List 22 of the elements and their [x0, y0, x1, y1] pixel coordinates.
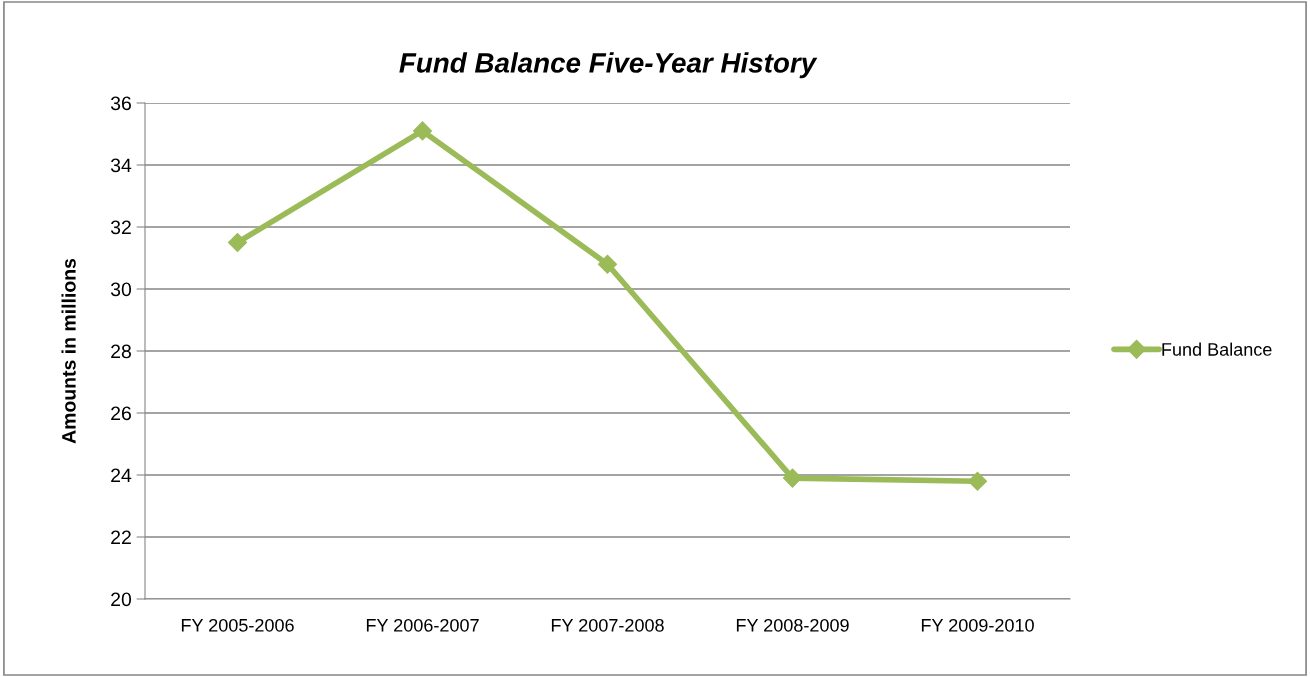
x-tick-label: FY 2007-2008 [551, 618, 664, 632]
y-tick-label: 26 [111, 406, 131, 421]
point [597, 254, 618, 274]
point [782, 468, 803, 488]
point [967, 471, 988, 491]
point [412, 121, 433, 141]
y-tick-label: 32 [110, 220, 131, 235]
y-tick-label: 22 [111, 530, 131, 545]
y-tick-label: 34 [110, 158, 132, 173]
y-tick-label: 20 [111, 592, 132, 607]
x-tick-label: FY 2009-2010 [921, 618, 1034, 632]
y-axis-title: Amounts in millions [61, 258, 76, 444]
chart-title: Fund Balance Five-Year History [399, 52, 818, 79]
x-tick-label: FY 2006-2007 [366, 618, 479, 632]
y-tick-label: 30 [110, 282, 132, 297]
y-tick-label: 36 [110, 96, 131, 111]
legend-label: Fund Balance [1162, 342, 1272, 356]
x-tick-label: FY 2008-2009 [736, 618, 849, 632]
point [227, 232, 248, 253]
y-tick-label: 24 [111, 468, 132, 483]
x-tick-label: FY 2005-2006 [181, 618, 294, 632]
y-tick-label: 28 [111, 344, 131, 359]
